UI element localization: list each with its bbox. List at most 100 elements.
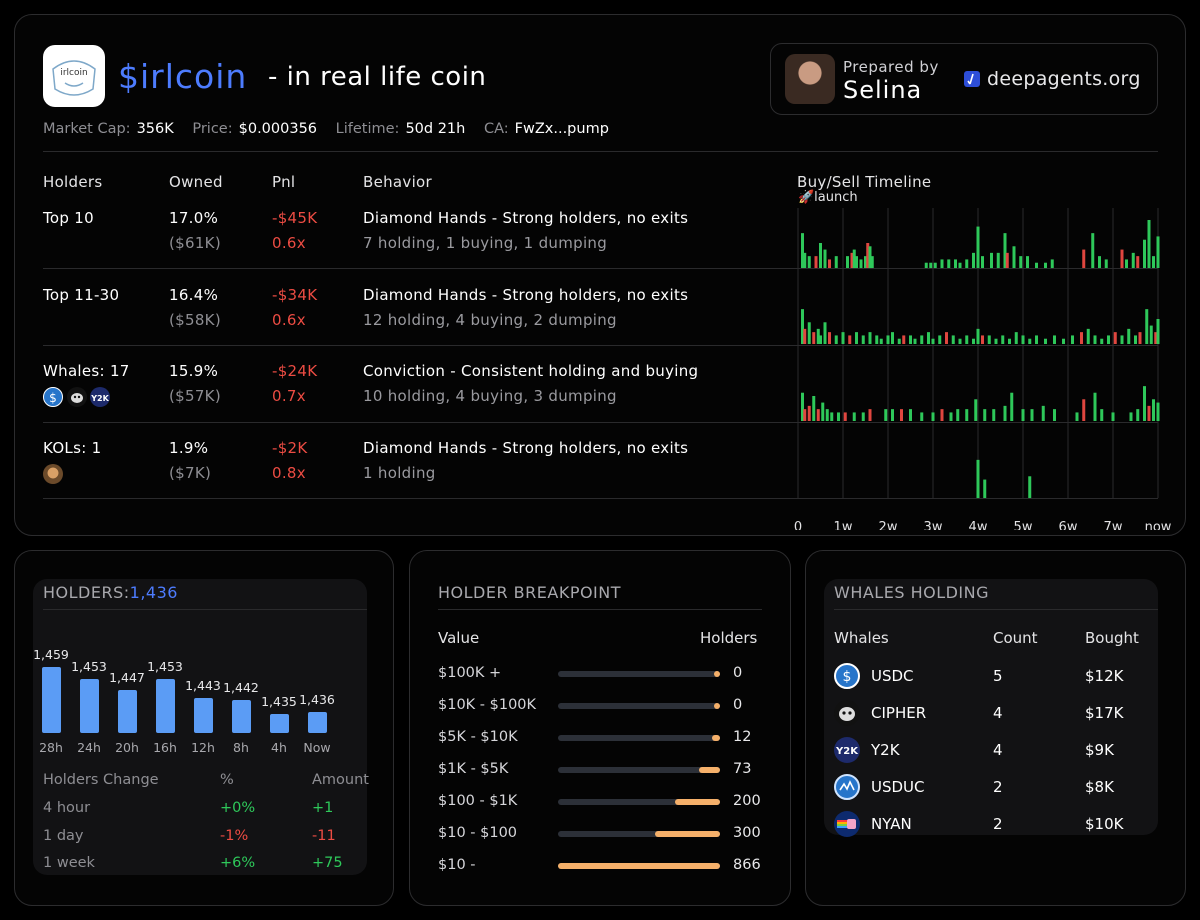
- buy-bar: [972, 338, 975, 344]
- buy-bar: [852, 249, 856, 268]
- owned-usd: ($58K): [169, 311, 221, 329]
- buy-bar: [841, 332, 845, 344]
- y2k-icon: Y2K: [834, 737, 860, 763]
- contract-address[interactable]: FwZx...pump: [514, 121, 609, 137]
- market-cap-value: 356K: [136, 121, 174, 137]
- kol-avatar[interactable]: [43, 464, 63, 484]
- change-period: 1 day: [43, 828, 84, 844]
- row-divider: [43, 345, 1158, 346]
- whales-title: WHALES HOLDING: [834, 583, 990, 602]
- stat-label: CA:: [483, 121, 509, 137]
- buy-bar: [891, 409, 894, 421]
- buy-bar: [940, 259, 944, 268]
- change-header-label: Holders Change: [43, 772, 159, 788]
- holders-bar-value: 1,453: [71, 658, 107, 674]
- buy-bar: [861, 412, 865, 421]
- holders-bar[interactable]: [155, 678, 175, 733]
- sell-bar: [807, 405, 811, 421]
- buy-bar: [913, 338, 917, 344]
- whale-count: 2: [993, 815, 1003, 833]
- buy-bar: [1001, 335, 1005, 344]
- buy-bar: [852, 412, 856, 421]
- breakpoint-header-holders: Holders: [700, 629, 758, 647]
- col-header-holders: Holders: [43, 173, 103, 191]
- buy-bar: [1041, 405, 1045, 421]
- holders-bar[interactable]: [269, 713, 289, 733]
- buy-bar: [816, 328, 820, 344]
- coin-subtitle: - in real life coin: [268, 62, 487, 92]
- holders-bar[interactable]: [307, 711, 327, 733]
- author-avatar: [785, 54, 835, 104]
- change-pct: +0%: [220, 800, 256, 816]
- holders-bar-value: 1,453: [147, 658, 183, 674]
- holders-bar[interactable]: [79, 678, 99, 733]
- whale-row-cipher[interactable]: CIPHER 4 $17K: [834, 700, 1164, 730]
- buy-bar: [920, 412, 924, 421]
- buy-bar: [825, 409, 829, 421]
- buy-bar: [1086, 328, 1090, 344]
- holders-bar[interactable]: [193, 697, 213, 733]
- holder-row-kols: KOLs: 1 1.9% ($7K) -$2K 0.8x Diamond Han…: [43, 439, 797, 516]
- buy-bar: [976, 226, 980, 268]
- holders-title-label: HOLDERS:: [43, 583, 130, 602]
- holders-bar-category: Now: [303, 740, 331, 755]
- deepagents-icon: [964, 71, 980, 87]
- site-link[interactable]: deepagents.org: [987, 68, 1141, 90]
- buy-bar: [972, 252, 975, 268]
- sell-bar: [940, 409, 944, 421]
- whale-name: USDC: [871, 667, 914, 685]
- breakpoint-fill: [698, 767, 720, 773]
- buy-bar: [1145, 309, 1149, 344]
- buy-bar: [965, 259, 969, 268]
- buy-bar: [1075, 412, 1079, 421]
- whale-row-usdc[interactable]: $ USDC 5 $12K: [834, 663, 1164, 693]
- holders-bar[interactable]: [231, 699, 251, 733]
- holder-row-whales: Whales: 17 $ Y2K 15.9% ($57K) -$24K 0.7x…: [43, 362, 797, 439]
- timeline-tick-label: now: [1145, 520, 1172, 530]
- holders-bar-chart: 1,459 28h 1,453 24h 1,447 20h 1,453 16h 1,443 12h…: [33, 611, 367, 761]
- breakpoint-track: [558, 735, 720, 741]
- buy-bar: [855, 332, 858, 344]
- timeline-tick-label: 0: [794, 520, 802, 530]
- buy-bar: [1026, 256, 1029, 268]
- usdc-icon[interactable]: $: [43, 387, 63, 407]
- cipher-icon[interactable]: [67, 387, 87, 407]
- whale-row-y2k[interactable]: Y2K Y2K 4 $9K: [834, 737, 1164, 767]
- buy-bar: [868, 246, 872, 268]
- sell-bar: [866, 243, 870, 268]
- y2k-icon[interactable]: Y2K: [90, 387, 110, 407]
- buy-bar: [812, 396, 816, 421]
- buy-bar: [1152, 399, 1155, 421]
- holders-bar-value: 1,435: [261, 693, 297, 709]
- holder-group: KOLs: 1: [43, 439, 102, 457]
- pnl-multiple: 0.6x: [272, 234, 306, 252]
- cipher-icon: [834, 700, 860, 726]
- row-divider: [43, 498, 1158, 499]
- sell-bar: [902, 335, 906, 344]
- holders-bar[interactable]: [117, 690, 137, 733]
- holders-bar-value: 1,447: [109, 670, 145, 686]
- whale-row-usduc[interactable]: USDUC 2 $8K: [834, 774, 1164, 804]
- buy-bar: [834, 256, 838, 268]
- whales-holding-panel: WHALES HOLDING Whales Count Bought $ USD…: [805, 550, 1186, 906]
- whale-row-nyan[interactable]: NYAN 2 $10K: [834, 811, 1164, 841]
- buy-bar: [1131, 252, 1135, 268]
- usduc-icon: [834, 774, 860, 800]
- holders-bar-category: 12h: [191, 740, 215, 755]
- timeline-tick-label: 3w: [924, 520, 943, 530]
- sell-bar: [868, 409, 872, 421]
- change-amount: +1: [312, 800, 334, 816]
- prepared-by-label: Prepared by: [843, 58, 939, 76]
- sell-bar: [812, 332, 816, 344]
- pnl-value: -$45K: [272, 209, 318, 227]
- holders-bar[interactable]: [41, 666, 61, 733]
- buy-bar: [929, 262, 933, 268]
- holders-bar-value: 1,443: [185, 677, 221, 693]
- buy-bar: [931, 338, 935, 344]
- buy-bar: [1143, 386, 1146, 421]
- holders-bar-category: 20h: [115, 740, 139, 755]
- buy-bar: [1021, 409, 1025, 421]
- buy-bar: [947, 259, 951, 268]
- sell-bar: [1138, 332, 1142, 344]
- usdc-icon: $: [834, 663, 860, 689]
